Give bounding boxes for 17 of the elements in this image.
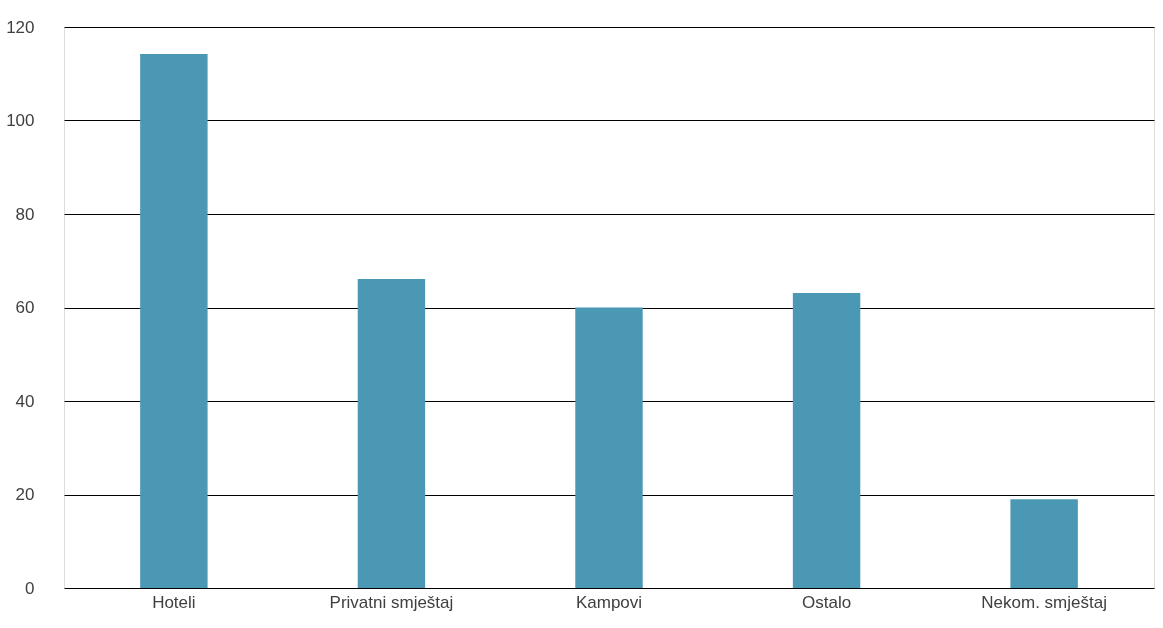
y-tick-label: 80 (15, 204, 35, 224)
y-tick-label: 0 (25, 578, 35, 598)
x-tick-label: Kampovi (575, 592, 643, 612)
x-tick-label: Privatni smještaj (329, 592, 454, 612)
x-tick-label: Ostalo (801, 592, 852, 612)
bar (357, 278, 426, 588)
y-tick-label: 100 (6, 111, 35, 130)
y-tick-label: 40 (15, 391, 35, 411)
x-tick-label: Hoteli (152, 592, 196, 612)
y-tick-label: 120 (6, 17, 35, 37)
x-tick-label: Nekom. smještaj (981, 592, 1107, 612)
bar (1010, 499, 1078, 588)
bar (792, 293, 861, 588)
bar (575, 307, 643, 588)
bar (140, 54, 208, 588)
y-tick-label: 60 (15, 298, 35, 317)
y-tick-label: 20 (15, 485, 35, 504)
